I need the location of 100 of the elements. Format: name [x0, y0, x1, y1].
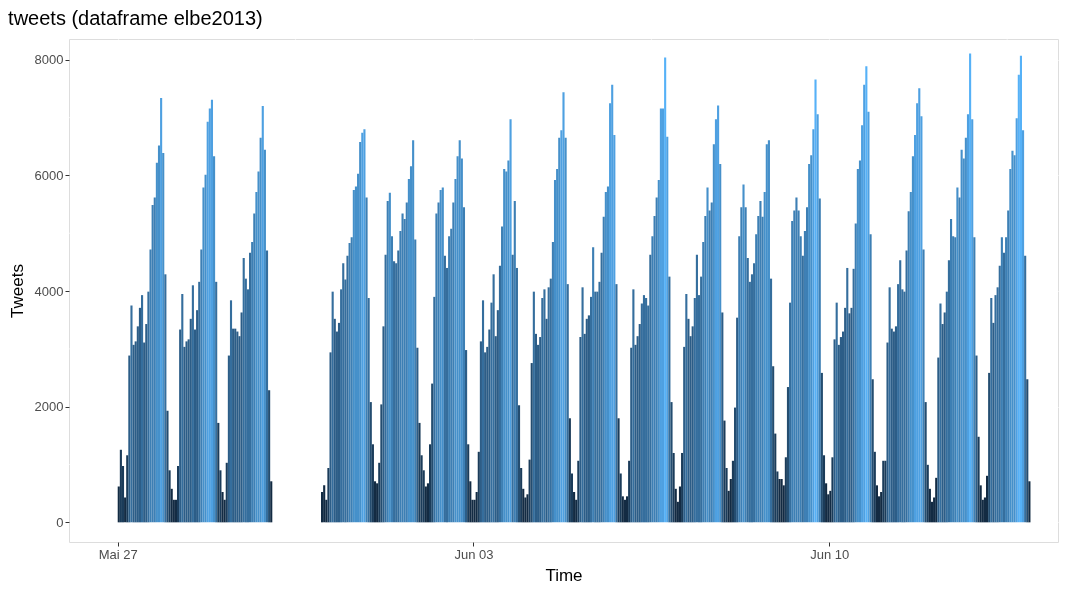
bar [397, 250, 400, 523]
y-tick-label: 0 [56, 514, 64, 530]
chart-title: tweets (dataframe elbe2013) [8, 6, 263, 29]
x-axis-title: Time [545, 565, 583, 585]
bar [986, 475, 989, 523]
bar [753, 263, 756, 523]
bar [509, 119, 512, 523]
bar [681, 452, 684, 523]
bar [731, 460, 734, 523]
bar [323, 485, 326, 523]
bar [386, 200, 389, 523]
bar [511, 254, 514, 523]
bar [628, 460, 631, 523]
bar [1019, 55, 1022, 523]
bar [873, 451, 876, 523]
bar [520, 468, 523, 523]
bar [899, 260, 902, 523]
bar [426, 483, 430, 523]
bar [678, 486, 682, 523]
bar [117, 486, 120, 523]
bar [928, 488, 931, 523]
bar [352, 189, 355, 523]
bar [668, 276, 671, 523]
bar [1011, 150, 1014, 523]
bar [166, 410, 169, 523]
bar [522, 488, 525, 523]
bar [700, 276, 703, 523]
bar [645, 298, 648, 523]
bar [263, 149, 266, 523]
bar [958, 197, 961, 523]
bar [672, 452, 675, 523]
bar [704, 215, 707, 523]
bar [939, 303, 942, 523]
bar [124, 497, 127, 523]
bar [221, 491, 224, 523]
bar [253, 213, 256, 523]
bar [388, 192, 391, 523]
bar [573, 491, 576, 523]
bar [1026, 379, 1029, 523]
bar [706, 187, 709, 523]
bar [926, 464, 929, 523]
bar [746, 258, 749, 523]
bar [380, 404, 383, 523]
bar [179, 329, 182, 523]
bar [1007, 210, 1010, 523]
bar [119, 449, 122, 523]
bar [532, 291, 535, 523]
bar [956, 187, 959, 523]
bar [481, 300, 485, 523]
bar [378, 462, 381, 523]
y-tick-label: 8000 [34, 52, 64, 68]
bar [971, 119, 974, 523]
bar [888, 287, 891, 523]
bar [600, 252, 603, 523]
bar [369, 402, 372, 523]
bar [935, 477, 938, 523]
bar [977, 436, 980, 523]
bar [825, 483, 828, 523]
bar [390, 236, 394, 523]
bar [611, 84, 614, 523]
bar [674, 488, 677, 523]
bar [744, 207, 747, 523]
y-tick-label: 2000 [34, 399, 64, 415]
bar [759, 200, 762, 523]
bar [769, 278, 773, 523]
bar [412, 140, 415, 523]
bar [128, 355, 131, 523]
bar [498, 265, 502, 523]
bar [581, 287, 584, 523]
bar [772, 366, 775, 523]
bar [905, 250, 908, 523]
bar [429, 444, 432, 523]
bar [829, 490, 832, 523]
bar [869, 234, 872, 523]
bar [342, 263, 345, 523]
bar [1022, 130, 1025, 523]
bar [621, 496, 624, 523]
y-tick-label: 4000 [34, 283, 64, 299]
bar [515, 267, 518, 523]
bar [418, 422, 421, 523]
bar [854, 223, 857, 523]
bar [210, 99, 214, 523]
bar [589, 296, 593, 523]
bar [359, 141, 362, 523]
bar [602, 216, 605, 523]
bar [835, 302, 838, 523]
bar [162, 152, 165, 523]
bar [367, 298, 370, 523]
bar [765, 144, 768, 523]
bar [615, 284, 618, 523]
bar [132, 344, 135, 523]
bar [846, 267, 849, 523]
bar [973, 237, 976, 523]
bar [475, 491, 478, 523]
bar [261, 106, 264, 523]
bar [907, 211, 910, 523]
bar [564, 137, 567, 523]
bar [924, 402, 927, 523]
bar [670, 402, 673, 523]
bar [979, 485, 982, 523]
